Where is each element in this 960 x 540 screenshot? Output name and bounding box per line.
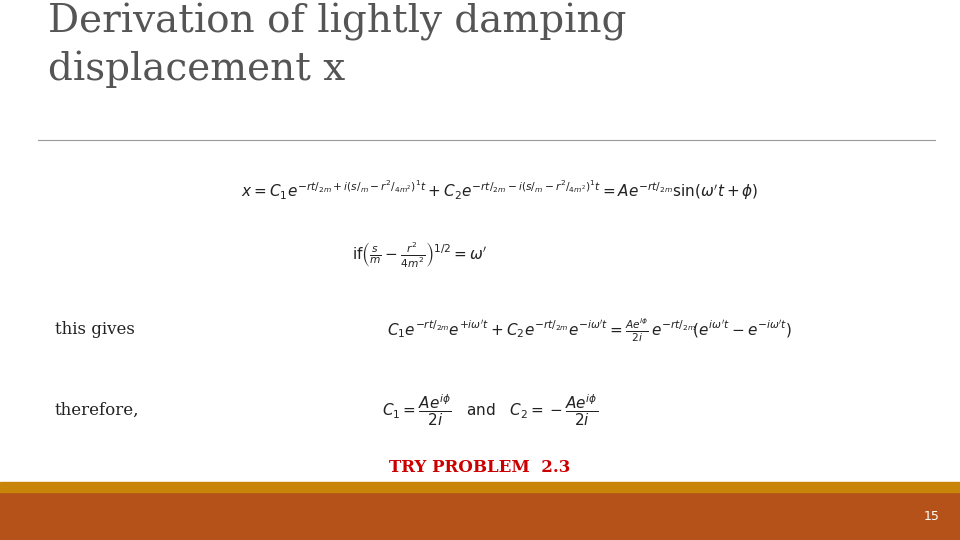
Text: $C_1 = \dfrac{Ae^{i\phi}}{2i}\quad \mathrm{and}\quad C_2 = -\dfrac{Ae^{i\phi}}{2: $C_1 = \dfrac{Ae^{i\phi}}{2i}\quad \math… xyxy=(382,392,598,428)
Text: this gives: this gives xyxy=(55,321,134,339)
Text: TRY PROBLEM  2.3: TRY PROBLEM 2.3 xyxy=(390,458,570,476)
Text: Derivation of lightly damping: Derivation of lightly damping xyxy=(48,3,627,41)
Text: 15: 15 xyxy=(924,510,940,523)
Text: therefore,: therefore, xyxy=(55,402,139,418)
Text: displacement x: displacement x xyxy=(48,51,346,89)
Bar xyxy=(0,482,960,492)
Text: $\mathrm{if}\left(\frac{s}{m}-\frac{r^2}{4m^2}\right)^{1/2} = \omega'$: $\mathrm{if}\left(\frac{s}{m}-\frac{r^2}… xyxy=(352,240,488,269)
Bar xyxy=(0,492,960,540)
Text: $x = C_1 e^{-rt/_{2m}+i(s/_{m}-r^2/_{4m^2})^1 t} + C_2 e^{-rt/_{2m}-i(s/_{m}-r^2: $x = C_1 e^{-rt/_{2m}+i(s/_{m}-r^2/_{4m^… xyxy=(241,178,758,202)
Text: $C_1 e^{-rt/_{2m}}e^{+i\omega' t} + C_2 e^{-rt/_{2m}}e^{-i\omega' t} = \frac{Ae^: $C_1 e^{-rt/_{2m}}e^{+i\omega' t} + C_2 … xyxy=(388,316,793,344)
